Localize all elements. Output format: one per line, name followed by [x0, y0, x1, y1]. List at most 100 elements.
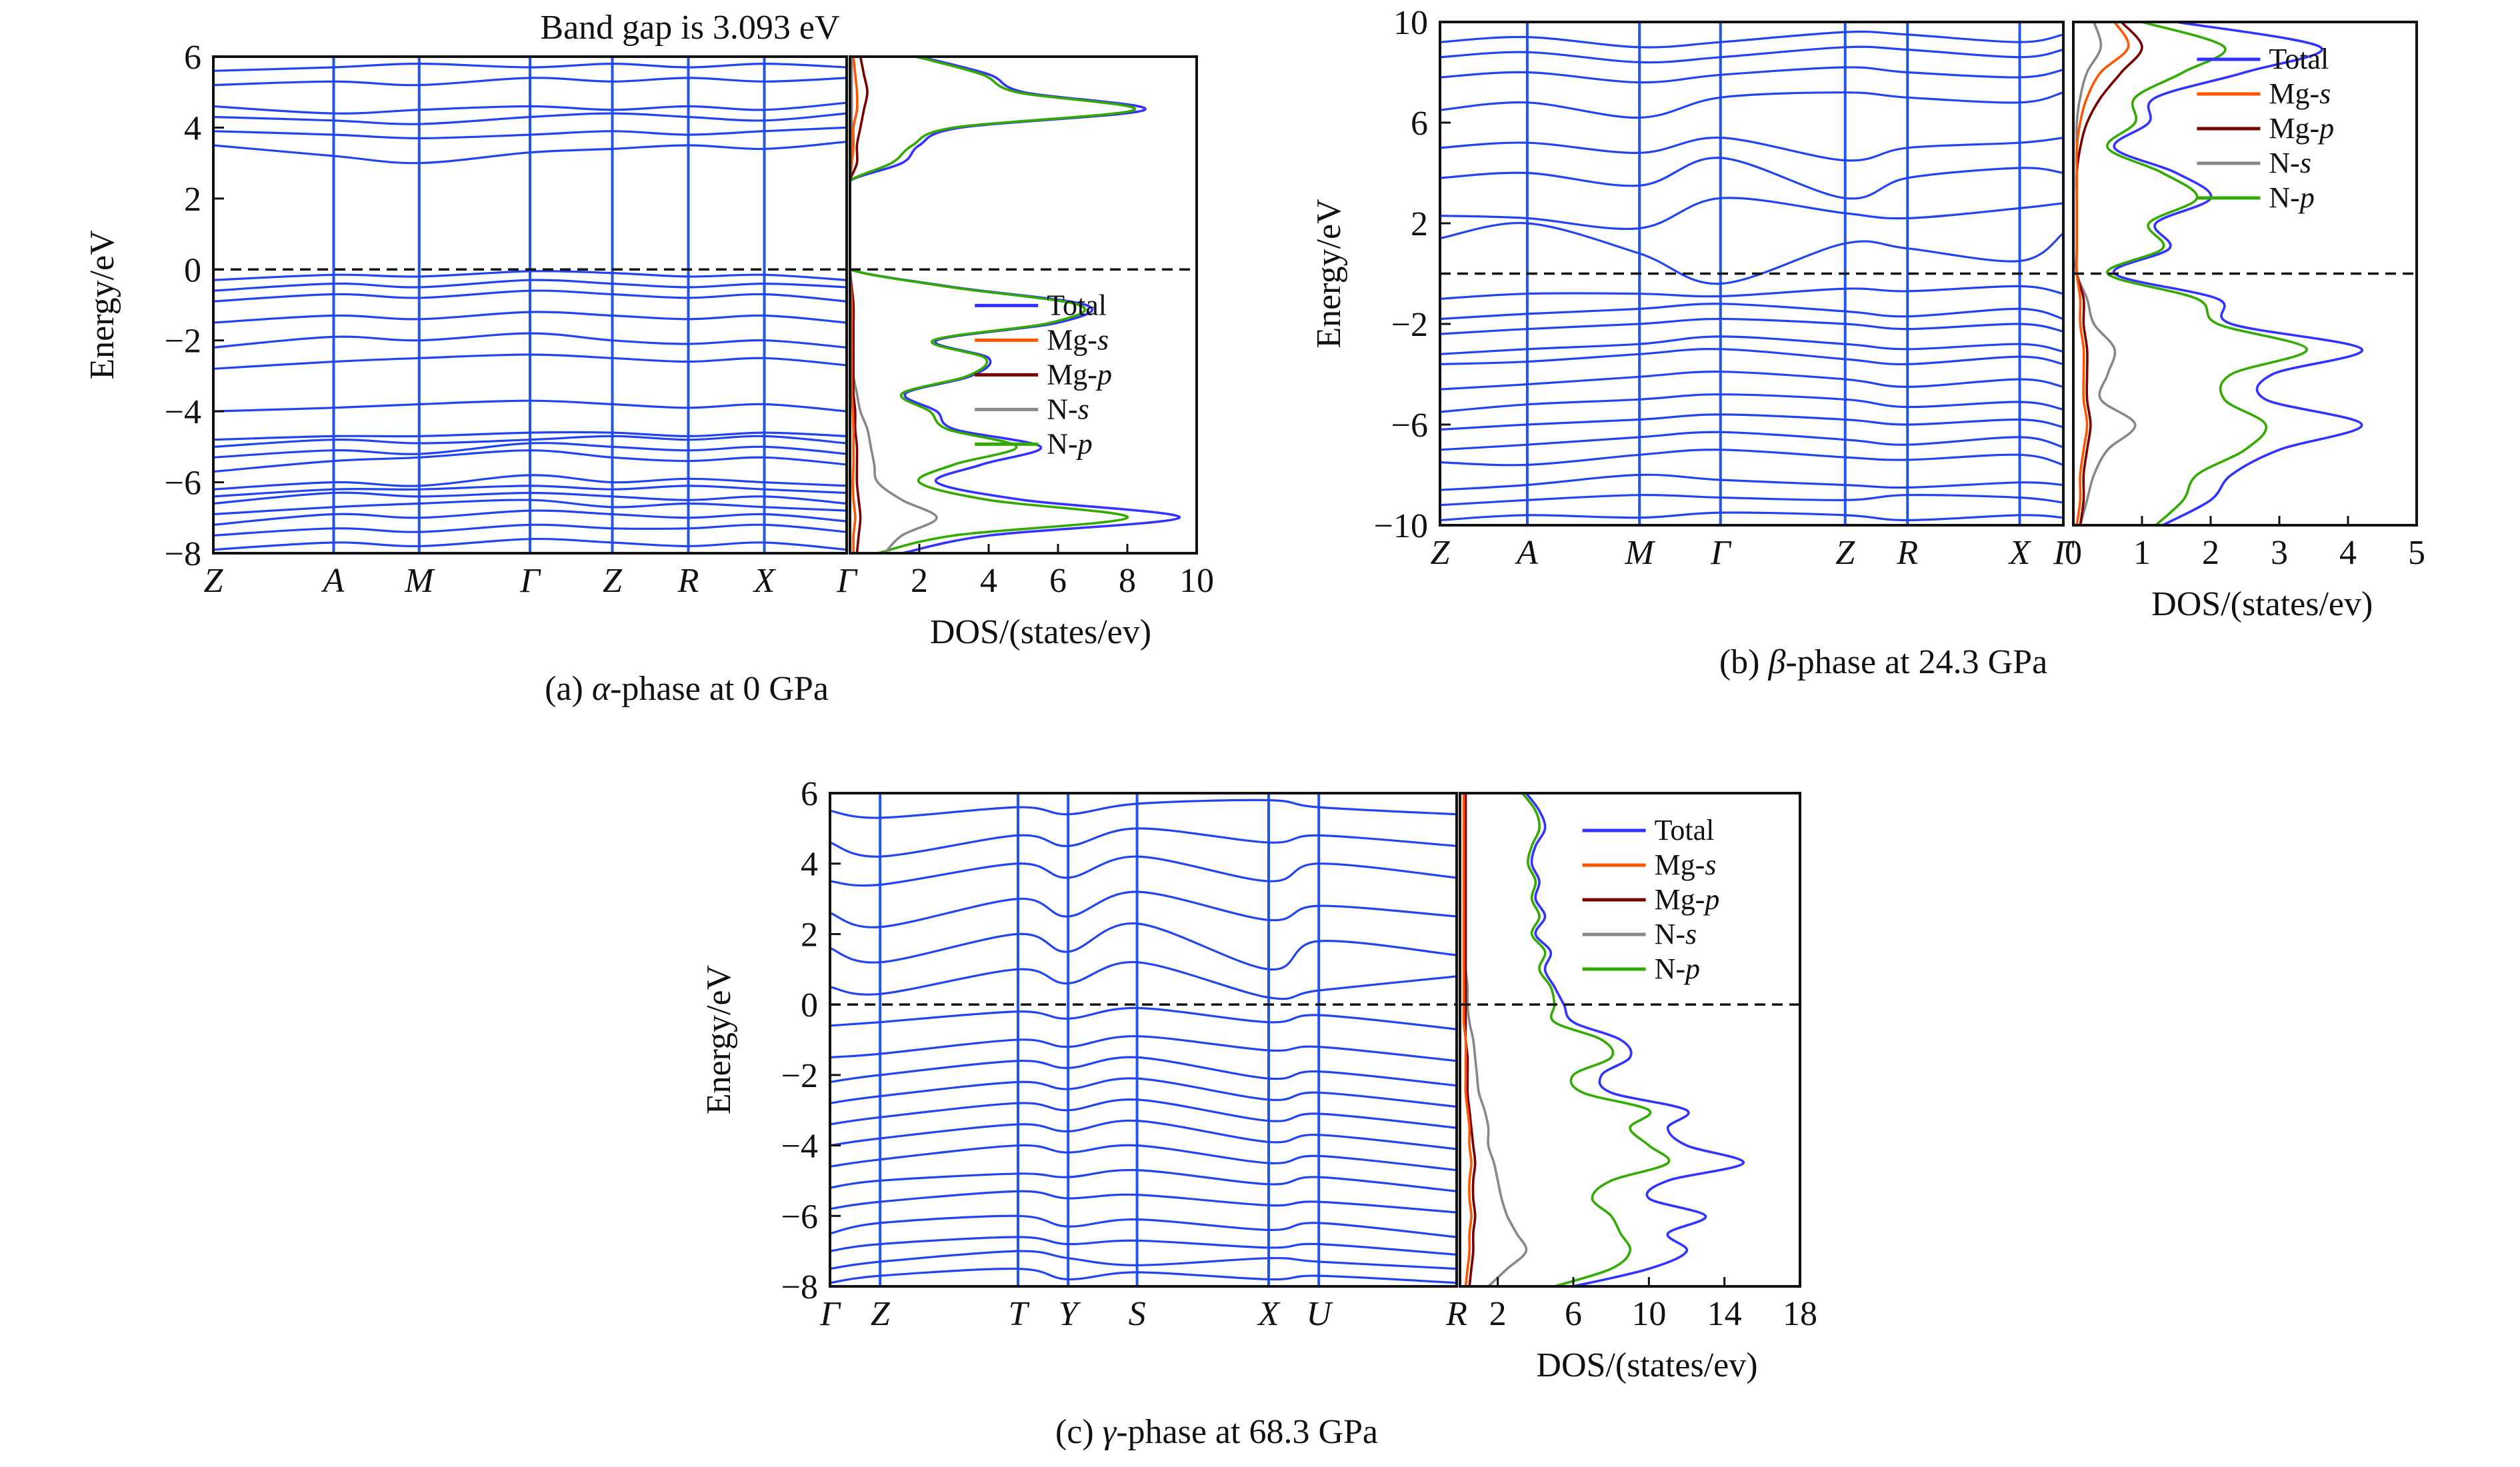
band-line-7: [830, 1119, 1457, 1150]
ytick-label-4: 0: [184, 251, 201, 289]
ytick-label-7: 6: [801, 775, 818, 813]
xtick-label-4: 10: [1179, 562, 1214, 600]
dos-series-0: [2112, 22, 2363, 525]
band-line-5: [1440, 413, 2063, 431]
band-line-12: [1440, 285, 2063, 300]
band-line-21: [213, 101, 847, 115]
band-line-1: [1440, 494, 2063, 507]
band-line-22: [213, 77, 847, 87]
kpoint-label-2: M: [404, 562, 435, 600]
ytick-label-2: −4: [165, 393, 201, 431]
kpoint-label-3: Γ: [519, 562, 541, 600]
kpoint-label-1: A: [321, 562, 345, 600]
dos-lines: [850, 57, 1181, 553]
band-line-15: [213, 289, 847, 303]
band-line-14: [213, 311, 847, 324]
ytick-label-3: −2: [781, 1057, 818, 1095]
kpoint-label-5: X: [1257, 1295, 1281, 1333]
dos-series-4: [2106, 22, 2308, 525]
dos-series-2: [850, 57, 869, 553]
band-line-9: [830, 1077, 1457, 1108]
band-structure-plot: Γ Z T Y S X U R −8 −6 −4 −2 0 2 4 6 Energy/eV: [700, 775, 1467, 1333]
band-line-10: [213, 431, 847, 441]
band-line-5: [213, 485, 847, 498]
band-line-4: [1440, 431, 2063, 451]
kpoint-label-7: Γ: [836, 562, 858, 600]
ylabel: Energy/eV: [1310, 199, 1348, 348]
legend-label-2: Mg-p: [2269, 112, 2334, 145]
dos-series-3: [850, 57, 938, 553]
band-frame: [1439, 21, 2065, 527]
band-line-17: [830, 827, 1457, 858]
ytick-label-0: −8: [781, 1268, 818, 1306]
ytick-label-4: 6: [1411, 105, 1428, 143]
ytick-label-3: 2: [1411, 205, 1428, 243]
xtick-label-2: 2: [2202, 534, 2219, 572]
dos-series-4: [850, 57, 1137, 553]
legend-label-1: Mg-s: [1655, 848, 1717, 881]
band-line-13: [830, 961, 1457, 1000]
legend-label-0: Total: [1655, 814, 1715, 846]
chart-title: Band gap is 3.093 eV: [540, 9, 839, 47]
xtick-label-1: 6: [1565, 1295, 1582, 1333]
band-lines: [830, 798, 1457, 1284]
kpoint-label-2: T: [1009, 1295, 1030, 1333]
kpoint-label-4: Z: [1835, 534, 1855, 572]
band-line-14: [830, 922, 1457, 971]
band-line-1: [213, 523, 847, 537]
ytick-label-0: −10: [1374, 507, 1428, 545]
legend-label-0: Total: [2269, 43, 2329, 75]
band-line-6: [213, 474, 847, 491]
kpoint-label-6: X: [753, 562, 777, 600]
band-line-3: [1440, 449, 2063, 467]
xtick-label-3: 8: [1119, 562, 1136, 600]
caption: (a) α-phase at 0 GPa: [545, 670, 829, 708]
band-line-11: [830, 1035, 1457, 1062]
ytick-label-0: −8: [165, 535, 201, 573]
band-line-19: [213, 126, 847, 140]
band-line-16: [1440, 136, 2063, 162]
xtick-label-1: 4: [980, 562, 997, 600]
dos-lines: [1462, 793, 1745, 1286]
dos-series-1: [1462, 793, 1473, 1286]
band-line-15: [1440, 157, 2063, 200]
xtick-label-4: 18: [1783, 1295, 1817, 1333]
dos-plot: 2 6 10 14 18 DOS/(states/ev) TotalMg-sMg-pN-sN…: [1459, 792, 1817, 1384]
ylabel: Energy/eV: [83, 230, 121, 379]
band-line-0: [1440, 511, 2063, 522]
xtick-label-5: 5: [2408, 534, 2425, 572]
kpoint-label-5: R: [1896, 534, 1918, 572]
band-line-11: [1440, 303, 2063, 321]
band-line-12: [213, 353, 847, 370]
dos-series-1: [2075, 22, 2130, 525]
kpoint-label-7: Γ: [2053, 534, 2075, 572]
band-line-17: [1440, 91, 2063, 119]
dos-series-0: [1525, 793, 1745, 1286]
band-line-13: [213, 332, 847, 349]
kpoint-label-5: R: [677, 562, 699, 600]
band-line-8: [830, 1098, 1457, 1129]
band-line-17: [213, 270, 847, 281]
kpoint-label-1: Z: [871, 1295, 891, 1333]
xtick-label-4: 4: [2339, 534, 2357, 572]
ytick-label-6: 4: [801, 846, 818, 884]
legend-label-4: N-p: [1655, 952, 1700, 985]
band-frame: [212, 55, 848, 555]
ytick-label-1: −6: [1391, 407, 1428, 445]
band-line-5: [830, 1168, 1457, 1192]
ytick-label-3: −2: [165, 323, 201, 361]
ytick-label-1: −6: [781, 1198, 818, 1236]
band-line-7: [213, 449, 847, 473]
ytick-label-5: 10: [1393, 4, 1428, 42]
band-line-12: [830, 1006, 1457, 1030]
band-line-10: [1440, 317, 2063, 335]
legend-label-4: N-p: [1047, 427, 1092, 460]
legend-label-3: N-s: [1047, 393, 1089, 425]
band-line-8: [213, 442, 847, 459]
legend-label-3: N-s: [2269, 147, 2311, 179]
dos-series-1: [850, 57, 859, 553]
ytick-label-1: −6: [165, 465, 201, 503]
